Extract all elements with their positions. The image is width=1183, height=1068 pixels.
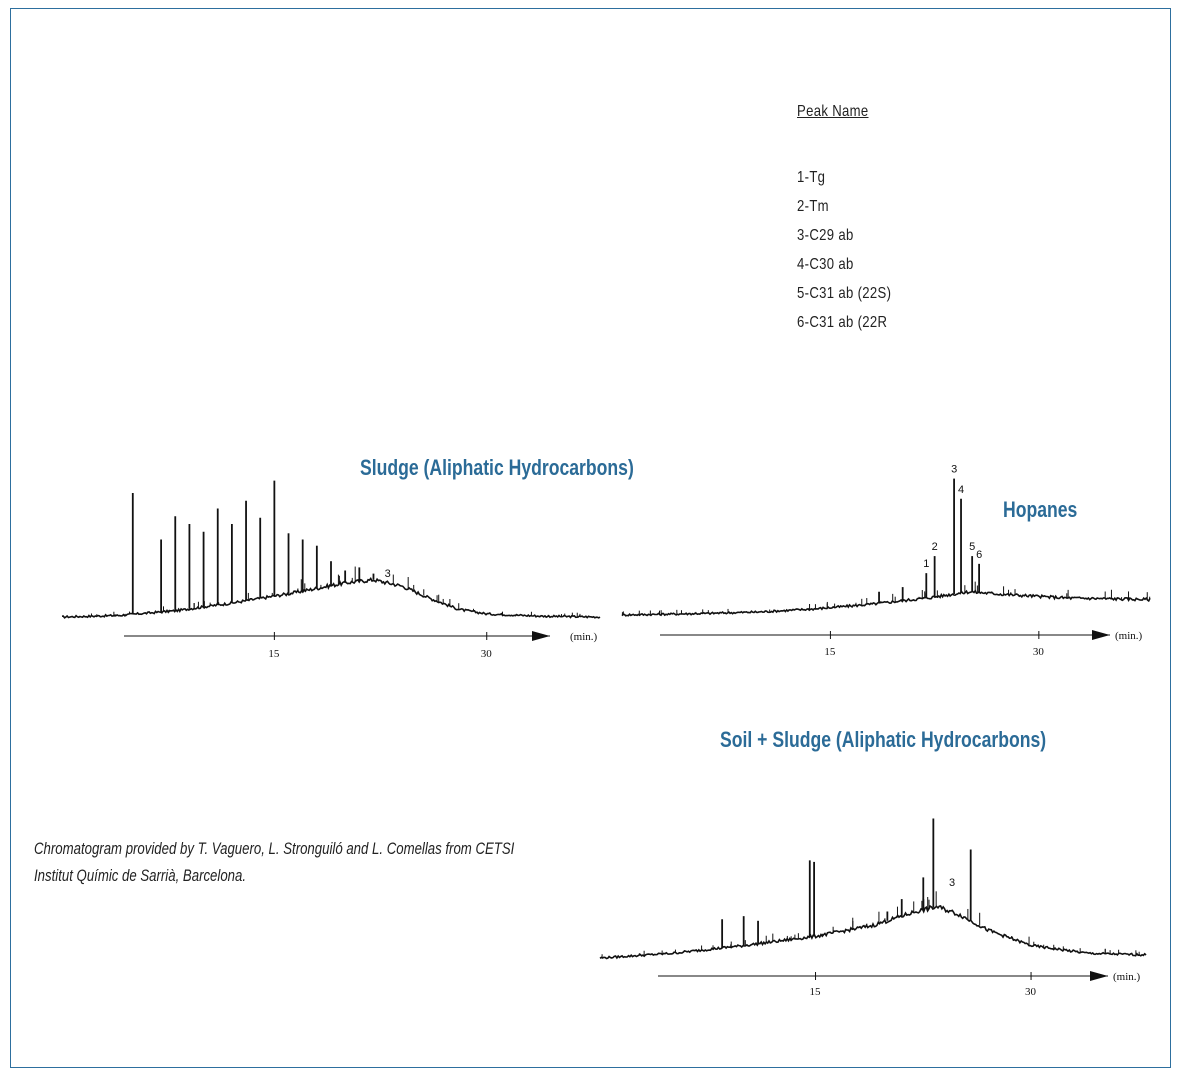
- peak-label: 1: [923, 558, 929, 570]
- chart-title-soil-sludge: Soil + Sludge (Aliphatic Hydrocarbons): [720, 727, 1047, 752]
- x-axis-arrow: [1092, 630, 1110, 640]
- x-axis-unit: (min.): [1115, 630, 1143, 642]
- peak-label: 3: [385, 568, 391, 580]
- peak-label: 5: [969, 541, 975, 553]
- x-tick-label: 30: [1033, 646, 1045, 658]
- x-axis-arrow: [1090, 971, 1108, 981]
- x-tick-label: 30: [481, 648, 493, 660]
- legend-item: 5-C31 ab (22S): [797, 285, 892, 302]
- x-axis-unit: (min.): [1113, 971, 1141, 983]
- credit-text: Chromatogram provided by T. Vaguero, L. …: [34, 836, 514, 890]
- credit-line-1: Chromatogram provided by T. Vaguero, L. …: [34, 840, 515, 858]
- chart-sludge: 3 15 30 (min.): [61, 480, 601, 660]
- legend-title: Peak Name: [797, 103, 869, 120]
- legend-item: 4-C30 ab: [797, 256, 854, 273]
- peak-label: 6: [976, 549, 982, 561]
- chart-title-sludge: Sludge (Aliphatic Hydrocarbons): [360, 455, 634, 480]
- baseline-trace: [599, 904, 1147, 960]
- baseline-trace: [621, 589, 1151, 617]
- legend-item: 1-Tg: [797, 169, 826, 186]
- x-axis-unit: (min.): [570, 631, 598, 643]
- peak-label: 2: [932, 541, 938, 553]
- peak-label: 4: [958, 484, 964, 496]
- peak-label: 3: [949, 877, 955, 889]
- legend-item: 3-C29 ab: [797, 227, 854, 244]
- legend-item: 6-C31 ab (22R: [797, 314, 888, 331]
- chart-hopanes: 12 34 56 15 30 (min.): [621, 464, 1151, 658]
- x-tick-label: 15: [268, 648, 280, 660]
- x-axis-arrow: [532, 631, 550, 641]
- credit-line-2: Institut Químic de Sarrià, Barcelona.: [34, 867, 247, 885]
- peak-label: 3: [951, 464, 957, 476]
- x-tick-label: 15: [810, 986, 822, 998]
- baseline-trace: [61, 577, 601, 619]
- x-tick-label: 15: [824, 646, 836, 658]
- peak-legend: 1-Tg 2-Tm 3-C29 ab 4-C30 ab 5-C31 ab (22…: [797, 163, 891, 337]
- legend-item: 2-Tm: [797, 198, 829, 215]
- chart-soil-sludge: 3 15 30 (min.): [599, 818, 1147, 998]
- x-tick-label: 30: [1025, 986, 1037, 998]
- chart-title-hopanes: Hopanes: [1003, 497, 1078, 522]
